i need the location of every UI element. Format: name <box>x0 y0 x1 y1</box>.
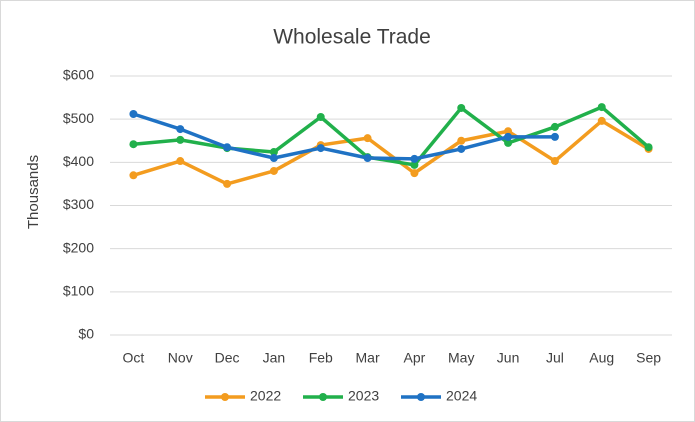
y-tick-label: $100 <box>63 283 94 299</box>
data-point <box>269 154 278 163</box>
data-point <box>269 166 278 175</box>
x-tick-label: Jan <box>263 350 286 366</box>
y-tick-label: $0 <box>78 326 94 342</box>
data-point <box>410 154 419 163</box>
data-point <box>363 134 372 143</box>
data-point <box>550 157 559 166</box>
data-point <box>504 138 513 147</box>
y-tick-label: $300 <box>63 196 94 212</box>
data-point <box>597 103 606 112</box>
x-tick-label: Apr <box>404 350 426 366</box>
y-tick-label: $600 <box>63 67 94 83</box>
legend-marker <box>221 393 229 401</box>
data-point <box>176 135 185 144</box>
data-point <box>223 143 232 152</box>
y-tick-label: $400 <box>63 153 94 169</box>
x-tick-label: Sep <box>636 350 661 366</box>
data-point <box>597 116 606 125</box>
x-tick-label: Nov <box>168 350 193 366</box>
legend-label: 2024 <box>446 388 477 404</box>
x-tick-label: Aug <box>589 350 614 366</box>
data-point <box>550 122 559 131</box>
x-tick-label: Mar <box>356 350 380 366</box>
series-line <box>132 112 555 161</box>
data-point <box>410 160 419 169</box>
y-axis-title: Thousands <box>25 155 42 229</box>
data-point <box>457 103 466 112</box>
data-point <box>269 147 278 156</box>
legend-label: 2023 <box>348 388 379 404</box>
y-tick-label: $200 <box>63 239 94 255</box>
chart-title: Wholesale Trade <box>273 26 431 49</box>
series-line <box>132 119 650 186</box>
legend-marker <box>319 393 327 401</box>
data-point <box>176 125 185 134</box>
x-tick-label: Jun <box>497 350 520 366</box>
x-tick-label: Dec <box>215 350 240 366</box>
series-line <box>133 105 650 167</box>
data-point <box>457 136 466 145</box>
data-point <box>129 171 138 180</box>
data-point <box>129 140 138 149</box>
data-point <box>457 144 466 153</box>
data-point <box>223 179 232 188</box>
y-tick-label: $500 <box>63 110 94 126</box>
data-point <box>410 169 419 178</box>
data-point <box>129 109 138 118</box>
legend-marker <box>417 393 425 401</box>
data-point <box>363 154 372 163</box>
data-point <box>504 127 513 136</box>
legend-label: 2022 <box>250 388 281 404</box>
data-point <box>316 113 325 122</box>
data-point <box>316 144 325 153</box>
x-tick-label: Feb <box>309 350 333 366</box>
data-point <box>176 157 185 166</box>
data-point <box>504 132 513 141</box>
data-point <box>550 132 559 141</box>
x-tick-label: May <box>448 350 474 366</box>
x-tick-label: Oct <box>123 350 145 366</box>
x-tick-label: Jul <box>546 350 564 366</box>
data-point <box>644 143 653 152</box>
